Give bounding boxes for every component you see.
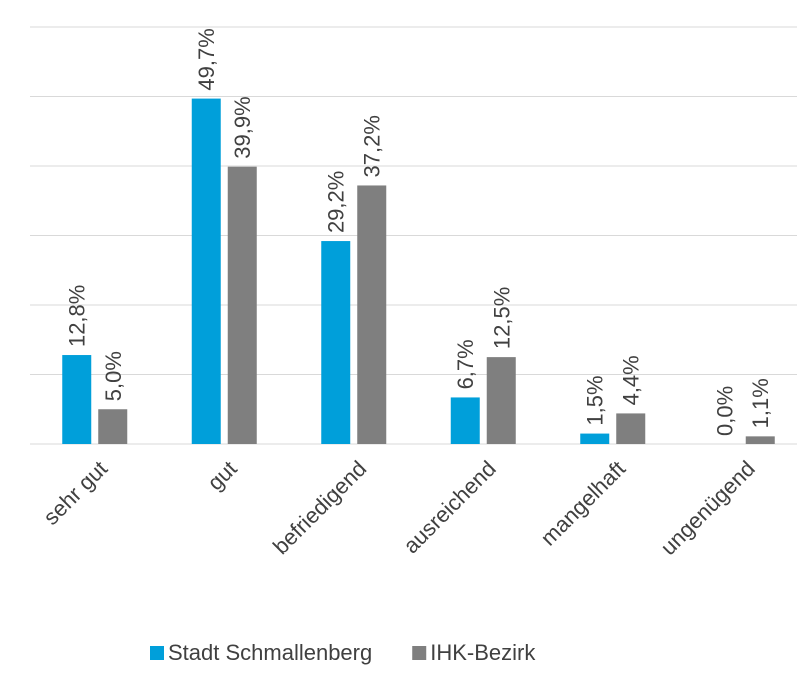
bar [616, 413, 646, 444]
data-label: 29,2% [324, 171, 349, 233]
x-tick-label: ausreichend [398, 456, 500, 558]
bar [486, 357, 516, 444]
bar [98, 409, 128, 444]
data-label: 1,5% [583, 375, 608, 425]
bar [450, 397, 480, 444]
bar [62, 355, 92, 444]
bar [745, 436, 775, 444]
x-tick-label: befriedigend [268, 456, 371, 559]
data-label: 37,2% [360, 115, 385, 177]
legend-label: Stadt Schmallenberg [168, 640, 372, 665]
bar [321, 241, 351, 444]
x-tick-label: sehr gut [38, 456, 112, 530]
x-tick-label: mangelhaft [536, 456, 631, 551]
x-tick-label: ungenügend [656, 456, 760, 560]
bar [227, 166, 257, 444]
data-label: 4,4% [619, 355, 644, 405]
bar [357, 185, 387, 444]
data-label: 5,0% [101, 351, 126, 401]
data-label: 12,5% [489, 287, 514, 349]
data-label: 39,9% [230, 96, 255, 158]
data-label: 0,0% [712, 386, 737, 436]
data-label: 49,7% [194, 28, 219, 90]
legend-label: IHK-Bezirk [430, 640, 536, 665]
x-tick-label: gut [202, 456, 241, 495]
bar [191, 98, 221, 445]
data-label: 6,7% [453, 339, 478, 389]
data-label: 12,8% [65, 285, 90, 347]
legend-swatch [150, 646, 164, 660]
data-label: 1,1% [748, 378, 773, 428]
bar [580, 433, 610, 444]
legend-swatch [412, 646, 427, 660]
